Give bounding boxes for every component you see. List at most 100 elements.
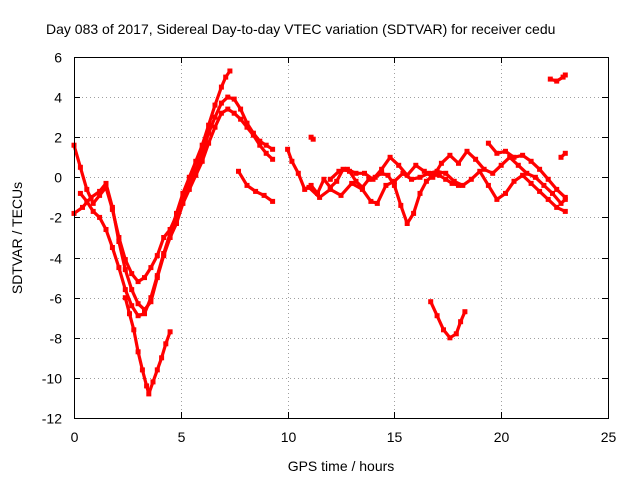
data-point [528,180,534,186]
data-point [379,170,385,176]
data-point [462,309,468,315]
data-point [80,204,85,210]
data-point [257,138,263,144]
data-point [129,271,135,277]
data-point [199,142,205,148]
data-point [131,327,137,333]
data-point [218,84,224,90]
data-point [515,162,521,168]
data-point [263,142,269,148]
data-point [460,182,466,188]
data-point [368,198,374,204]
data-point [135,279,141,285]
data-point [90,208,96,214]
data-point [456,160,461,166]
data-point [161,251,167,256]
data-point [193,158,199,164]
data-point [547,76,553,82]
data-point [285,146,291,152]
data-point [306,184,312,190]
data-point [238,106,244,112]
data-point [206,140,212,146]
data-point [473,156,479,162]
data-point [503,148,508,154]
data-point [244,120,250,126]
data-point [490,170,496,176]
x-tick-label: 0 [71,429,79,445]
data-point [554,78,560,84]
data-point [206,130,212,136]
data-point [562,194,568,200]
data-point [338,192,344,198]
data-point [423,178,429,184]
data-point [261,192,267,198]
data-point [387,154,393,160]
data-point [116,265,122,271]
y-tick-label: 2 [54,130,62,146]
data-point [88,194,94,200]
data-point [257,142,263,148]
data-point [116,239,122,244]
data-point [428,299,434,305]
plot-frame [74,57,609,419]
data-point [122,287,128,293]
data-point [270,156,276,162]
data-point [180,190,186,196]
data-point [142,311,147,317]
data-point [77,164,83,170]
y-tick-label: -10 [42,371,62,387]
y-tick-label: 0 [54,170,62,186]
data-point [447,152,453,158]
data-point [270,198,276,204]
x-tick-label: 25 [601,429,617,445]
data-point [218,100,224,106]
data-point [398,202,404,208]
data-point [383,182,389,188]
y-tick-label: 6 [54,50,62,66]
series-line [486,141,567,199]
data-point [129,303,135,309]
data-point [129,287,135,293]
data-point [238,116,244,122]
data-point [503,190,508,196]
data-point [154,367,160,373]
data-point [225,94,231,100]
data-point [545,196,551,202]
data-point [321,176,327,182]
data-point [336,168,342,174]
data-point [507,154,513,160]
data-point [443,176,449,182]
data-point [84,186,90,192]
data-point [494,150,500,156]
data-point [161,235,167,240]
data-point [370,176,376,182]
data-point [193,172,199,178]
data-point [409,176,414,182]
data-point [180,200,186,206]
data-point [436,172,442,178]
data-point [366,176,372,182]
data-point [225,106,231,112]
data-point [385,172,391,178]
series-track-l [308,134,316,142]
data-point [212,124,218,130]
data-point [562,150,568,156]
data-point [186,186,192,192]
data-point [413,162,419,168]
data-point [103,227,109,232]
data-point [154,273,160,279]
data-point [109,245,115,250]
data-point [494,196,500,202]
data-point [485,140,491,146]
series-line [236,169,275,203]
data-point [391,182,397,188]
y-tick-label: -12 [42,411,62,427]
data-point [349,180,355,186]
data-point [453,331,459,337]
data-point [186,174,192,180]
data-point [374,200,380,206]
data-point [289,158,295,164]
series-track-h [306,168,568,214]
